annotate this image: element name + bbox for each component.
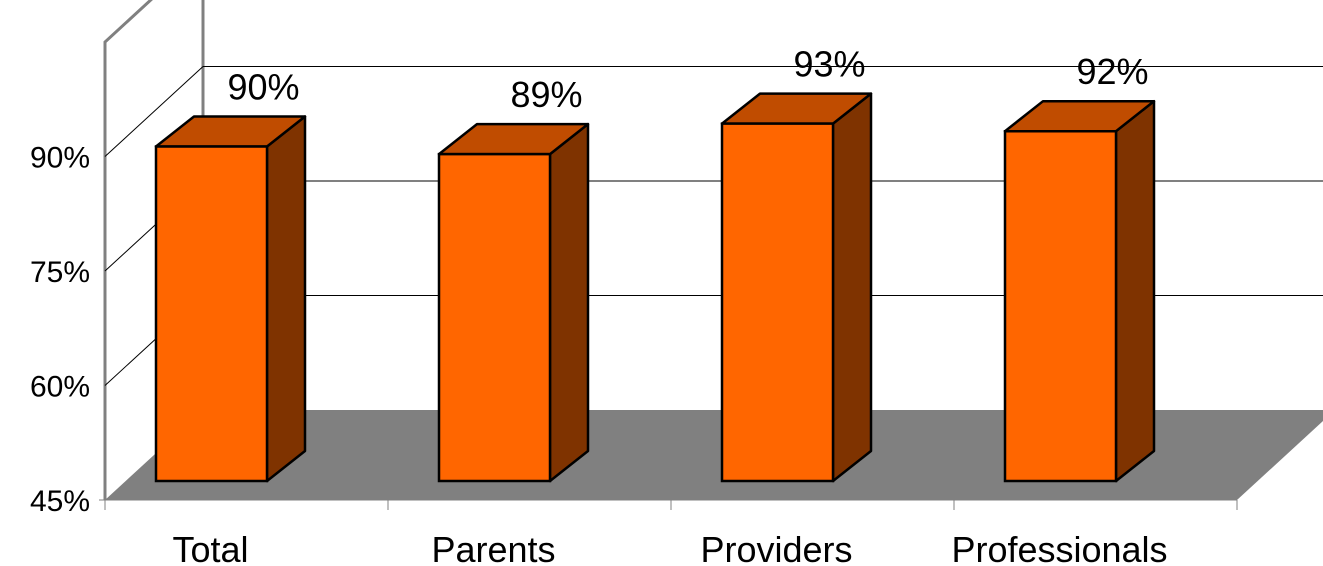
labels: 90% Total 89% Parents 93% Providers 92% Profess…	[172, 44, 1167, 566]
bar-side	[1114, 99, 1156, 483]
data-label: 92%	[1076, 51, 1148, 92]
bar	[154, 115, 307, 483]
y-tick-label: 75%	[30, 256, 90, 289]
category-label: Total	[172, 529, 248, 566]
bar-side	[831, 92, 873, 483]
bar-front	[720, 122, 835, 483]
bar-side	[548, 122, 590, 483]
y-tick-label: 45%	[30, 485, 90, 518]
data-label: 89%	[510, 74, 582, 115]
data-label: 93%	[793, 44, 865, 85]
y-tick-label: 60%	[30, 371, 90, 404]
bar	[720, 92, 873, 483]
data-label: 90%	[227, 67, 299, 108]
bar	[1003, 99, 1156, 483]
bar-front	[1003, 129, 1118, 483]
category-label: Providers	[700, 529, 852, 566]
bar-front	[437, 152, 552, 483]
category-label: Parents	[431, 529, 555, 566]
side-gridline	[104, 66, 204, 157]
bars	[154, 92, 1156, 483]
axes: 45% 60% 75% 90%	[30, 142, 1238, 518]
category-label: Professionals	[951, 529, 1167, 566]
bar-side	[265, 115, 307, 483]
bar-front	[154, 145, 269, 483]
y-tick-label: 90%	[30, 142, 90, 175]
bar	[437, 122, 590, 483]
